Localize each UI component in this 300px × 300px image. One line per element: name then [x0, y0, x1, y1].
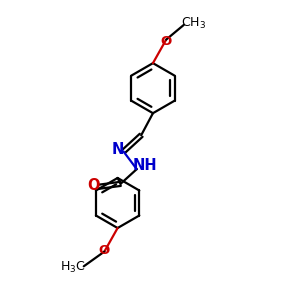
Text: NH: NH — [133, 158, 157, 173]
Text: CH$_3$: CH$_3$ — [181, 16, 206, 31]
Text: N: N — [112, 142, 124, 158]
Text: O: O — [87, 178, 99, 193]
Text: H$_3$C: H$_3$C — [60, 260, 85, 275]
Text: O: O — [160, 34, 172, 48]
Text: O: O — [99, 244, 110, 256]
